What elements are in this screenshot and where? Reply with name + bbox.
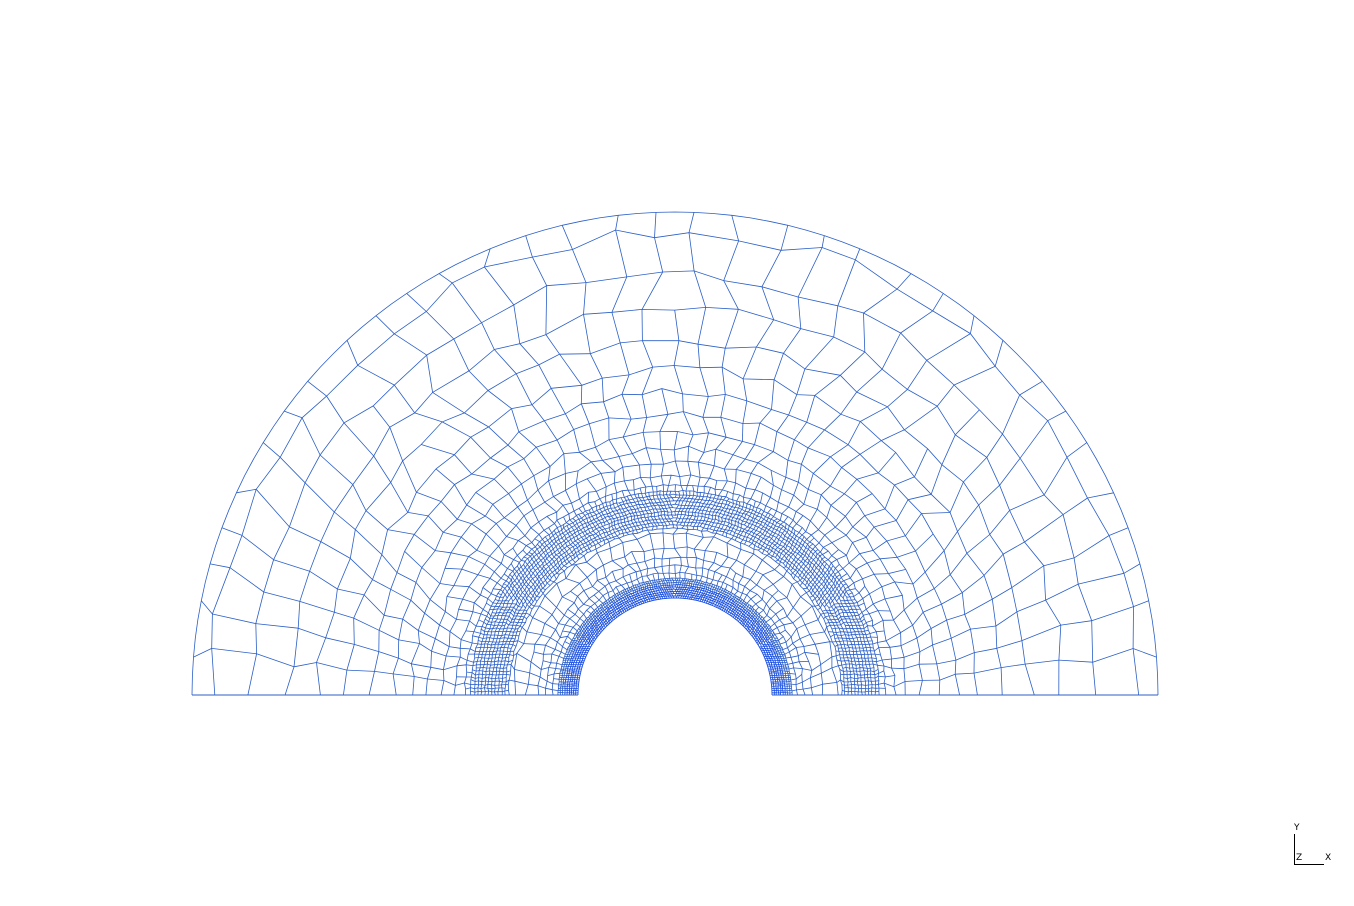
mesh-edge <box>573 592 777 696</box>
mesh-edge <box>343 365 1003 696</box>
mesh-edge <box>474 493 877 696</box>
mesh-edge <box>343 365 1003 696</box>
mesh-lines <box>191 211 1159 696</box>
axis-triad: Y Z X <box>1288 820 1338 870</box>
mesh-edge <box>504 524 846 696</box>
mesh-edge <box>192 212 1158 696</box>
x-axis-line <box>1294 864 1324 865</box>
mesh-edge <box>537 556 813 696</box>
mesh-edge <box>453 474 897 696</box>
mesh-edge <box>566 586 784 696</box>
mesh-edge <box>247 270 1097 696</box>
y-axis-label: Y <box>1294 823 1300 833</box>
mesh-edge <box>568 588 782 696</box>
mesh-edge <box>410 431 941 696</box>
mesh-edge <box>575 595 775 695</box>
mesh-edge <box>368 388 978 696</box>
z-axis-label: Z <box>1296 853 1303 863</box>
mesh-edge <box>567 586 784 696</box>
mesh-edge <box>557 577 793 696</box>
mesh-edge <box>507 527 843 696</box>
mesh-edge <box>211 229 1139 696</box>
x-axis-label: X <box>1325 853 1332 863</box>
mesh-edge <box>211 229 1140 696</box>
mesh-edge <box>573 593 777 696</box>
mesh-edge <box>575 595 775 696</box>
mesh-edge <box>501 520 849 696</box>
mesh-edge <box>392 411 960 696</box>
mesh-edge <box>501 521 849 696</box>
mesh-edge <box>411 431 940 696</box>
mesh-edge <box>191 211 1159 696</box>
mesh-edge <box>577 597 773 695</box>
mesh-edge <box>480 500 870 696</box>
mesh-edge <box>497 517 853 696</box>
mesh-edge <box>487 507 863 696</box>
y-axis-line <box>1294 834 1295 865</box>
